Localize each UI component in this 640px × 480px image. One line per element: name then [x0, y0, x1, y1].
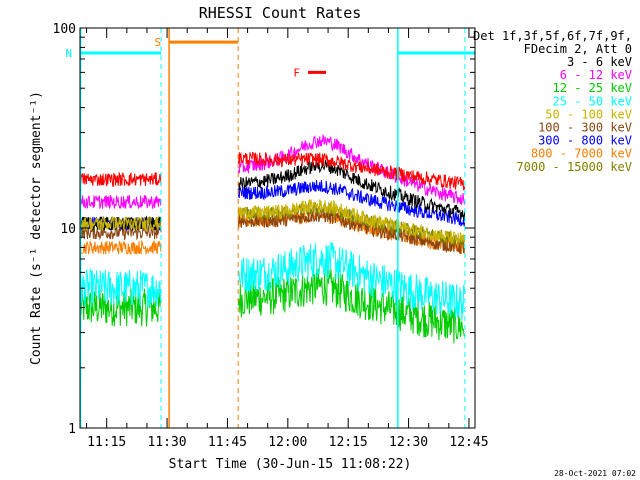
y-tick-label: 1: [68, 422, 76, 437]
series-line-9-seg1: [237, 151, 466, 191]
data-layer: N S F: [65, 28, 475, 428]
y-tick-label: 100: [53, 22, 76, 37]
x-tick-label: 11:30: [148, 435, 187, 450]
legend-entry: 6 - 12 keV: [560, 68, 632, 82]
legend-entry: 7000 - 15000 keV: [516, 160, 632, 174]
legend-entry: 50 - 100 keV: [545, 107, 632, 121]
axis-layer: 1 10 100 11:15 11:30 11:45 12:00 12:15 12:30 12:4…: [53, 22, 489, 450]
series-line-4-seg0: [80, 215, 162, 233]
legend-header-line2: FDecim 2, Att 0: [524, 42, 632, 56]
x-tick-label: 12:45: [449, 435, 488, 450]
legend: Det 1f,3f,5f,6f,7f,9f, FDecim 2, Att 0 3…: [473, 29, 632, 174]
series-line-3-seg0: [80, 267, 162, 308]
timestamp: 28-Oct-2021 07:02: [554, 469, 636, 478]
series-line-9-seg0: [80, 171, 162, 188]
legend-entry: 25 - 50 keV: [553, 94, 632, 108]
series-line-0-seg1: [238, 158, 466, 221]
bar-label-3: F: [293, 66, 300, 79]
series-line-1-seg1: [237, 134, 466, 205]
y-tick-label: 10: [60, 222, 76, 237]
series-line-1-seg0: [80, 194, 162, 210]
series-line-4-seg1: [237, 199, 466, 244]
chart-title: RHESSI Count Rates: [199, 4, 362, 22]
bar-label-2: S: [154, 36, 161, 49]
legend-entry: 12 - 25 keV: [553, 81, 632, 95]
x-tick-label: 11:45: [208, 435, 247, 450]
x-tick-label: 12:15: [329, 435, 368, 450]
legend-header-line1: Det 1f,3f,5f,6f,7f,9f,: [473, 29, 632, 43]
x-axis-label: Start Time (30-Jun-15 11:08:22): [169, 457, 412, 472]
x-tick-label: 11:15: [87, 435, 126, 450]
y-axis-label: Count Rate (s⁻¹ detector segment⁻¹): [29, 91, 44, 365]
legend-entry: 800 - 7000 keV: [531, 147, 632, 161]
x-tick-label: 12:00: [268, 435, 307, 450]
series-line-6-seg1: [237, 180, 466, 227]
series-line-3-seg1: [238, 241, 466, 322]
bar-label-0: N: [65, 47, 72, 60]
series-line-5-seg1: [237, 208, 466, 255]
series-line-2-seg1: [237, 268, 466, 344]
series-line-7-seg0: [80, 239, 162, 255]
legend-entry: 100 - 300 keV: [538, 121, 632, 135]
legend-entry: 300 - 800 keV: [538, 134, 632, 148]
x-tick-label: 12:30: [389, 435, 428, 450]
legend-entry: 3 - 6 keV: [567, 55, 632, 69]
